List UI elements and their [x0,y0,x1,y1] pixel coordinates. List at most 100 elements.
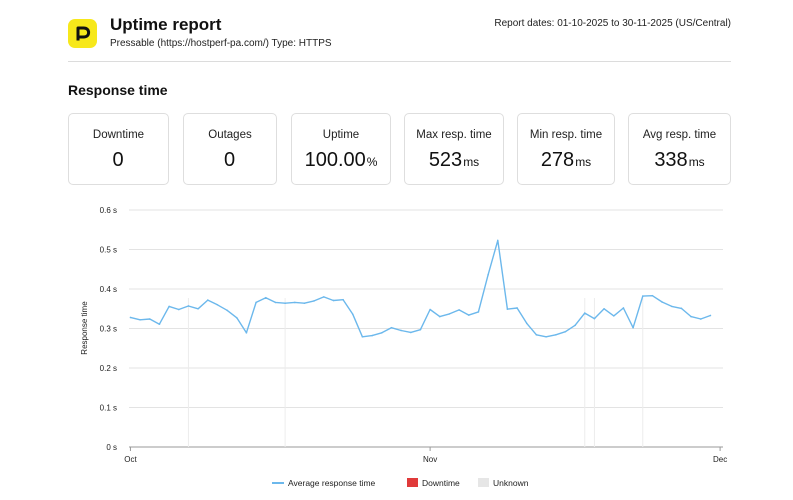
data-point [322,296,325,298]
data-point [458,309,460,311]
data-point [496,239,499,242]
stat-label: Uptime [322,129,360,141]
header-divider [68,61,731,62]
data-point [641,295,644,297]
legend-downtime-swatch [407,478,418,487]
stat-card-max-resp: Max resp. time 523ms [404,113,504,185]
data-point [400,329,402,332]
y-tick-label: 0 s [106,443,117,452]
data-point [390,326,393,329]
data-point [651,294,654,297]
data-point [429,308,431,311]
legend-line-swatch [272,482,284,484]
data-point [690,315,692,318]
data-point [516,307,518,309]
y-tick-label: 0.6 s [100,206,117,215]
stat-card-uptime: Uptime 100.00% [291,113,391,185]
data-point [235,317,238,319]
legend-unknown-swatch [478,478,489,487]
data-point [419,328,422,331]
stat-value: 0 [112,149,124,171]
y-axis-title: Response time [80,301,89,355]
legend-label: Average response time [288,478,376,488]
data-point [438,315,441,318]
data-point [187,305,190,307]
data-point [670,305,673,308]
data-point [661,301,663,303]
legend-label: Unknown [493,478,529,488]
data-point [139,319,141,321]
data-point [603,307,605,310]
data-point [197,307,199,310]
data-point [245,332,248,334]
data-point [554,334,557,336]
data-point [622,307,625,309]
section-title: Response time [68,82,168,98]
stat-card-downtime: Downtime 0 [68,113,169,185]
data-point [206,299,209,301]
data-point [264,296,267,299]
x-tick-label: Oct [124,455,137,464]
y-tick-label: 0.3 s [100,325,117,334]
stat-value: 523ms [428,149,480,171]
data-point [583,312,586,314]
data-point [313,300,315,302]
x-tick-label: Nov [423,455,437,464]
stat-value: 338ms [654,149,705,171]
report-subtitle: Pressable (https://hostperf-pa.com/) Typ… [110,38,332,49]
data-point [612,315,615,317]
data-point [477,311,480,313]
y-tick-label: 0.4 s [100,285,117,294]
data-point [680,307,683,310]
data-point [506,308,509,310]
data-point [293,301,296,304]
data-point [226,309,228,312]
legend-label: Downtime [422,478,460,488]
stat-card-min-resp: Min resp. time 278ms [517,113,615,185]
y-tick-label: 0.2 s [100,364,117,373]
data-point [351,313,354,316]
data-point [168,305,170,308]
data-point [564,330,567,333]
data-point [342,298,344,301]
data-point [148,318,151,320]
data-point [593,317,596,320]
stat-value: 278ms [540,149,592,171]
data-point [284,302,286,305]
stat-label: Max resp. time [416,129,492,141]
data-point [409,331,412,334]
stat-value: 0 [223,149,236,171]
data-point [129,316,132,319]
data-point [158,323,161,325]
y-tick-label: 0.1 s [100,404,117,413]
data-point [467,314,470,316]
report-title: Uptime report [110,15,222,34]
data-point [525,322,528,325]
data-point [574,324,576,327]
data-point [177,308,180,311]
pressable-logo-icon [68,19,97,48]
stat-card-outages: Outages 0 [183,113,277,185]
data-point [303,302,306,305]
x-tick-label: Dec [713,455,727,464]
data-point [371,334,373,337]
data-point [487,273,489,276]
stat-label: Avg resp. time [642,129,717,141]
data-point [448,313,451,315]
stat-card-avg-resp: Avg resp. time 338ms [628,113,731,185]
data-point [332,299,335,302]
y-tick-label: 0.5 s [100,246,117,255]
data-point [699,318,702,320]
stat-label: Downtime [92,129,145,141]
data-point [632,326,634,329]
data-point [535,334,538,336]
data-point [709,314,712,317]
data-point [216,304,219,306]
data-point [380,332,383,334]
data-point [255,301,257,304]
stat-label: Outages [208,129,252,141]
stat-label: Min resp. time [529,129,603,141]
data-point [274,301,277,304]
data-point [361,335,364,338]
